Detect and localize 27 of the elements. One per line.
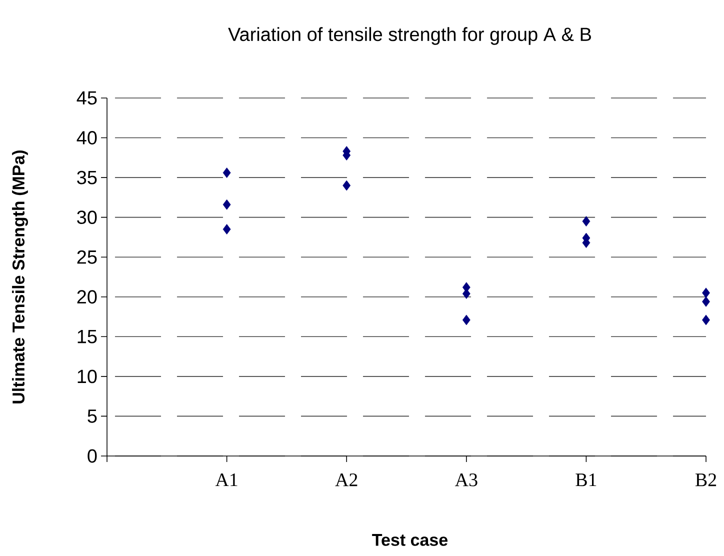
y-tick-label: 25 (77, 250, 97, 264)
point (222, 168, 231, 178)
y-axis-title: Ultimate Tensile Strength (MPa) (12, 150, 28, 404)
x-tick-label: A3 (454, 474, 478, 486)
y-tick-label: 40 (76, 131, 97, 144)
point (342, 180, 351, 191)
x-tick-label: A2 (335, 474, 358, 486)
point (222, 199, 231, 210)
x-axis-title: Test case (372, 534, 448, 546)
x-tick-label: A1 (215, 474, 238, 486)
y-tick-label: 5 (88, 410, 97, 423)
x-tick-label: B1 (576, 474, 596, 486)
y-tick-label: 45 (76, 91, 97, 105)
point (222, 224, 231, 234)
y-tick-label: 10 (78, 370, 97, 384)
point (702, 296, 710, 307)
point (702, 288, 710, 298)
point (462, 314, 470, 326)
y-tick-label: 35 (77, 170, 97, 184)
y-tick-label: 15 (78, 330, 97, 344)
chart-title: Variation of tensile strength for group A & B (228, 27, 591, 45)
point (702, 314, 710, 326)
point (582, 216, 590, 226)
y-tick-label: 30 (77, 210, 97, 224)
y-tick-label: 20 (77, 290, 97, 304)
y-tick-label: 0 (88, 449, 97, 463)
x-tick-label: B2 (695, 474, 716, 486)
